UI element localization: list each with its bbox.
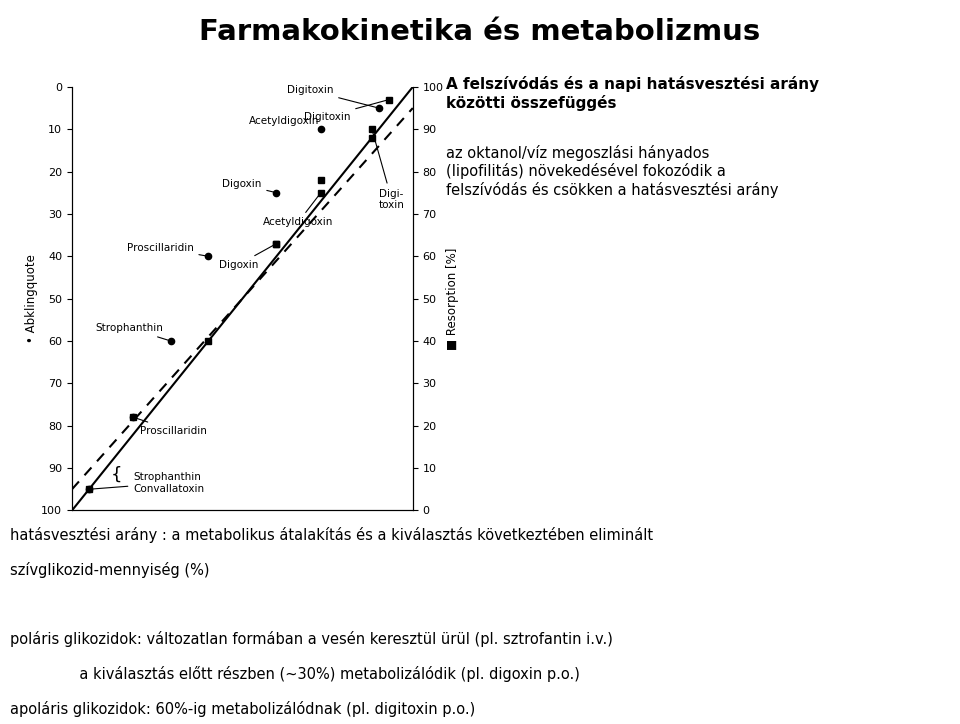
- Text: poláris glikozidok: változatlan formában a vesén keresztül ürül (pl. sztrofantin: poláris glikozidok: változatlan formában…: [10, 631, 612, 647]
- Text: Digi-
toxin: Digi- toxin: [372, 132, 404, 210]
- Text: Acetyldigoxin: Acetyldigoxin: [250, 116, 321, 130]
- Text: Strophanthin: Strophanthin: [96, 324, 168, 340]
- Text: Digitoxin: Digitoxin: [287, 85, 376, 107]
- Text: apoláris glikozidok: 60%-ig metabolizálódnak (pl. digitoxin p.o.): apoláris glikozidok: 60%-ig metabolizáló…: [10, 701, 475, 717]
- Text: az oktanol/víz megoszlási hányados
(lipofilitás) növekedésével fokozódik a
felsz: az oktanol/víz megoszlási hányados (lipo…: [446, 145, 779, 198]
- Y-axis label: • Abklingquote: • Abklingquote: [26, 254, 38, 343]
- Text: Digoxin: Digoxin: [222, 180, 274, 192]
- Text: Acetyldigoxin: Acetyldigoxin: [263, 195, 333, 227]
- Text: Proscillaridin: Proscillaridin: [127, 243, 205, 256]
- Text: Farmakokinetika és metabolizmus: Farmakokinetika és metabolizmus: [200, 18, 760, 46]
- Text: szívglikozid-mennyiség (%): szívglikozid-mennyiség (%): [10, 562, 209, 578]
- Text: Strophanthin
Convallatoxin: Strophanthin Convallatoxin: [92, 472, 204, 494]
- Text: a kiválasztás előtt részben (~30%) metabolizálódik (pl. digoxin p.o.): a kiválasztás előtt részben (~30%) metab…: [10, 666, 580, 682]
- Text: {: {: [111, 466, 123, 484]
- Text: A felszívódás és a napi hatásvesztési arány
közötti összefüggés: A felszívódás és a napi hatásvesztési ar…: [446, 76, 820, 111]
- Text: Digoxin: Digoxin: [219, 245, 274, 270]
- Text: Proscillaridin: Proscillaridin: [136, 418, 207, 436]
- Text: Digitoxin: Digitoxin: [303, 101, 386, 122]
- Text: hatásvesztési arány : a metabolikus átalakítás és a kiválasztás következtében el: hatásvesztési arány : a metabolikus átal…: [10, 527, 653, 543]
- Y-axis label: ■ Resorption [%]: ■ Resorption [%]: [446, 248, 459, 350]
